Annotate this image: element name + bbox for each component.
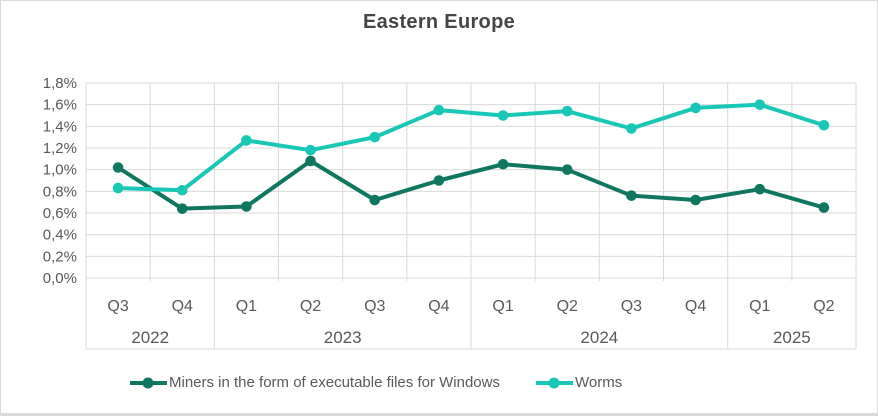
x-axis-quarter-label: Q4 (172, 298, 193, 315)
data-point-marker (241, 201, 252, 212)
x-axis-quarter-label: Q1 (236, 298, 257, 315)
data-point-marker (626, 123, 637, 134)
data-point-marker (305, 155, 316, 167)
data-point-marker (497, 158, 509, 170)
x-axis-quarter-label: Q1 (492, 298, 513, 315)
data-point-marker (112, 162, 124, 173)
eastern-europe-line-chart: 1,8% 1,6% 1,4% 1,2% 1,0% 0,8% 0,6% 0,4% 0,2% 0,0%… (43, 75, 857, 350)
x-axis-quarter-label: Q3 (107, 298, 128, 315)
miners-series-marker-icon (130, 377, 167, 388)
x-axis-quarter-label: Q2 (557, 298, 578, 315)
data-point-marker (754, 183, 766, 195)
data-point-marker (690, 102, 701, 114)
data-point-marker (176, 203, 188, 214)
x-axis-year-label: 2024 (580, 328, 618, 347)
y-axis-tick-label: 1,0% (43, 162, 77, 179)
data-point-marker (690, 194, 701, 206)
data-point-marker (369, 194, 381, 206)
data-point-marker (241, 135, 252, 146)
worms-series-marker-icon (535, 377, 573, 388)
y-axis-tick-label: 1,4% (43, 118, 77, 135)
y-axis-tick-label: 0,4% (43, 227, 77, 244)
legend-item-worms: Worms (535, 374, 623, 391)
chart-legend: Miners in the form of executable files f… (130, 374, 622, 391)
legend-label-worms: Worms (574, 374, 623, 391)
data-point-marker (112, 182, 124, 194)
x-axis-quarter-label: Q3 (621, 298, 642, 315)
legend-label-miners: Miners in the form of executable files f… (169, 374, 500, 391)
x-axis-year-label: 2023 (324, 328, 362, 347)
x-axis-quarter-label: Q2 (300, 298, 321, 315)
chart-title: Eastern Europe (362, 11, 516, 33)
y-axis-tick-label: 1,6% (43, 97, 77, 114)
data-point-marker (176, 184, 188, 196)
series-line-0 (116, 159, 826, 211)
y-axis-tick-label: 1,2% (43, 140, 77, 157)
data-point-marker (561, 164, 573, 175)
data-point-marker (561, 105, 573, 117)
data-point-marker (754, 99, 766, 110)
data-point-marker (818, 202, 830, 213)
x-axis-year-label: 2025 (773, 328, 811, 347)
data-point-marker (626, 190, 637, 201)
x-axis-quarter-label: Q4 (685, 298, 706, 315)
data-point-marker (433, 104, 445, 116)
data-point-marker (497, 110, 509, 121)
data-point-marker (433, 175, 445, 186)
data-point-marker (818, 119, 830, 131)
x-axis-quarter-label: Q4 (428, 298, 449, 315)
x-axis-quarter-label: Q1 (749, 298, 770, 315)
legend-item-miners: Miners in the form of executable files f… (130, 374, 500, 391)
series-line-1 (116, 102, 826, 193)
y-axis-tick-label: 0,0% (43, 270, 77, 287)
x-axis-year-label: 2022 (131, 328, 169, 347)
data-point-marker (369, 131, 381, 143)
y-axis-tick-label: 0,6% (43, 205, 77, 222)
x-axis-quarter-label: Q3 (364, 298, 385, 315)
y-axis-tick-label: 0,8% (43, 183, 77, 200)
y-axis-tick-label: 0,2% (43, 248, 77, 265)
data-point-marker (305, 144, 316, 156)
y-axis-tick-label: 1,8% (43, 75, 77, 92)
x-axis-quarter-label: Q2 (813, 298, 834, 315)
